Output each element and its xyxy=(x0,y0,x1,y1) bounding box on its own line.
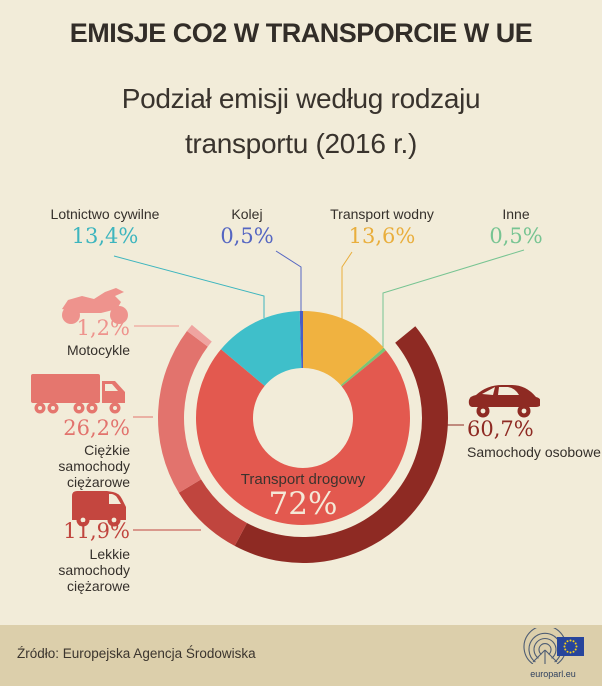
truck-icon xyxy=(31,374,125,414)
heavy-truck-label-line2: ciężarowe xyxy=(66,474,130,490)
heavy-truck-value: 26,2% xyxy=(63,416,130,440)
connector-line xyxy=(275,250,302,320)
van-label-line1: Lekkie samochody xyxy=(58,546,130,578)
subtitle-line-2: transportu (2016 r.) xyxy=(184,128,418,159)
legend-label: Kolej xyxy=(231,206,263,222)
legend-label: Lotnictwo cywilne xyxy=(50,206,160,222)
connector-line xyxy=(341,251,353,328)
logo-caption: europarl.eu xyxy=(530,669,576,679)
page-title: EMISJE CO2 W TRANSPORCIE W UE xyxy=(69,18,533,48)
van-label-line2: ciężarowe xyxy=(66,578,130,594)
heavy-truck-label: Ciężkie samochody ciężarowe xyxy=(18,442,130,490)
legend-value: 13,6% xyxy=(348,224,416,248)
legend-value: 13,4% xyxy=(71,224,139,248)
ring-segment-Samochody osobowe xyxy=(234,326,449,564)
legend-lotnictwo-cywilne: Lotnictwo cywilne 13,4% xyxy=(20,206,190,248)
connector-line xyxy=(382,249,525,351)
ep-hemicycle-icon xyxy=(523,625,584,665)
road-transport-label: Transport drogowy xyxy=(240,471,366,488)
donut-segment-Kolej xyxy=(299,311,303,369)
european-parliament-logo: europarl.eu xyxy=(512,625,594,679)
legend-kolej: Kolej 0,5% xyxy=(162,206,332,248)
donut-segment-Transport wodny xyxy=(303,311,384,386)
legend-transport-wodny: Transport wodny 13,6% xyxy=(297,206,467,248)
ring-segment-Ciężkie samochody ciężarowe xyxy=(158,331,208,493)
car-label: Samochody osobowe xyxy=(467,444,601,460)
van-label: Lekkie samochody ciężarowe xyxy=(18,546,130,594)
donut-segment-Transport drogowy xyxy=(195,349,410,525)
legend-inne: Inne 0,5% xyxy=(431,206,601,248)
connector-line xyxy=(113,255,265,318)
motorcycle-label: Motocykle xyxy=(66,342,130,358)
road-transport-value: 72% xyxy=(268,486,338,522)
page-subtitle: Podział emisji według rodzaju transportu… xyxy=(0,76,602,166)
car-icon xyxy=(468,385,540,418)
motorcycle-value: 1,2% xyxy=(76,316,130,340)
ring-segment-Motocykle xyxy=(186,324,212,347)
ring-segment-Lekkie samochody ciężarowe xyxy=(178,479,247,546)
van-value: 11,9% xyxy=(63,519,130,543)
legend-label: Transport wodny xyxy=(330,206,434,222)
car-value: 60,7% xyxy=(467,417,534,441)
donut-segment-Inne xyxy=(340,347,386,387)
donut-segment-Lotnictwo cywilne xyxy=(220,311,302,386)
heavy-truck-label-line1: Ciężkie samochody xyxy=(58,442,130,474)
motorcycle-icon xyxy=(62,288,128,324)
footer-bar xyxy=(0,625,602,686)
legend-value: 0,5% xyxy=(489,224,543,248)
source-note: Źródło: Europejska Agencja Środowiska xyxy=(17,646,256,661)
van-icon xyxy=(72,491,126,527)
legend-value: 0,5% xyxy=(220,224,274,248)
eu-flag-icon xyxy=(557,637,584,656)
subtitle-line-1: Podział emisji według rodzaju xyxy=(121,83,481,114)
legend-label: Inne xyxy=(502,206,530,222)
